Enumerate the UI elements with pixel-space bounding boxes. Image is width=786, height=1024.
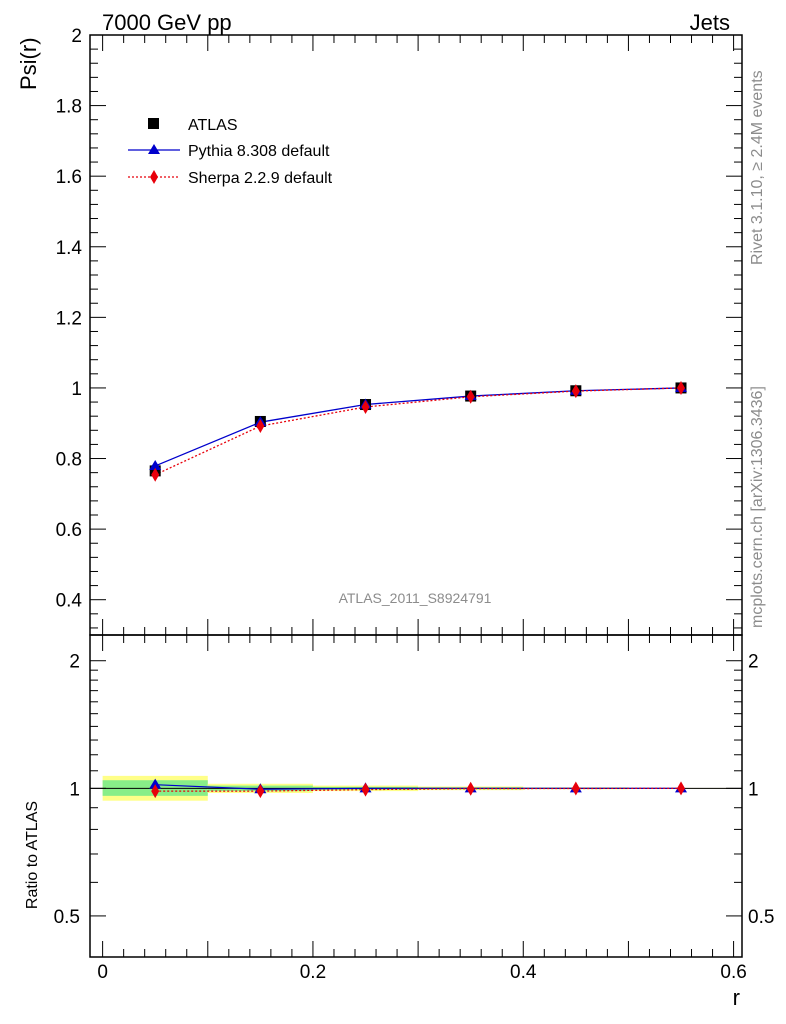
main-point-diamond-1: [256, 419, 265, 434]
ratio-y-tick-label-right: 1: [748, 779, 759, 800]
ratio-point-0-0: [149, 778, 162, 789]
main-point-diamond-3: [466, 389, 475, 404]
ratio-line-0: [155, 784, 682, 790]
legend-atlas-marker: [148, 118, 159, 129]
legend-atlas-label: ATLAS: [188, 117, 238, 134]
ratio-y-tick-label-left: 0.5: [54, 907, 80, 928]
ratio-point-1-3: [466, 781, 475, 796]
main-y-axis-title: Psi(r): [16, 37, 41, 90]
series-lines: [154, 387, 682, 792]
ratio-point-1-1: [256, 784, 265, 799]
ratio-point-1-2: [361, 782, 370, 797]
main-y-tick-label: 2: [71, 26, 82, 47]
main-point-triangle-0: [149, 459, 162, 470]
main-y-tick-label: 1.6: [56, 167, 82, 188]
x-tick-label: 0: [97, 962, 108, 983]
main-y-tick-label: 0.4: [56, 591, 83, 612]
ratio-y-tick-label-left: 2: [69, 652, 80, 673]
main-y-tick-label: 1.2: [56, 308, 82, 329]
rivet-version-label: Rivet 3.1.10, ≥ 2.4M events: [749, 70, 766, 265]
ratio-point-1-0: [151, 784, 160, 799]
main-y-tick-label: 1.4: [56, 238, 83, 259]
legend-pythia-label: Pythia 8.308 default: [188, 143, 330, 160]
legend-pythia-marker: [148, 144, 160, 154]
ratio-y-tick-label-right: 0.5: [748, 907, 774, 928]
main-y-tick-label: 1.8: [56, 97, 82, 118]
ratio-y-tick-label-right: 2: [748, 652, 759, 673]
ratio-y-axis-title: Ratio to ATLAS: [24, 801, 41, 909]
legend-sherpa-label: Sherpa 2.2.9 default: [188, 170, 333, 187]
main-line-sherpa: [154, 387, 682, 476]
main-line-pythia: [154, 387, 682, 467]
ratio-panel-frame: [89, 634, 743, 958]
ratio-point-1-4: [571, 781, 580, 796]
legend-item-pythia: Pythia 8.308 default: [128, 143, 330, 160]
x-axis-title: r: [733, 985, 740, 1010]
main-point-diamond-5: [677, 380, 686, 395]
main-y-tick-label: 0.8: [56, 450, 82, 471]
x-tick-label: 0.2: [300, 962, 326, 983]
ratio-y-tick-label-left: 1: [69, 779, 80, 800]
x-tick-label: 0.6: [720, 962, 746, 983]
mcplots-source-label: mcplots.cern.ch [arXiv:1306.3436]: [749, 386, 766, 628]
main-point-diamond-4: [571, 384, 580, 399]
header-energy-label: 7000 GeV pp: [102, 10, 232, 35]
legend-item-sherpa: Sherpa 2.2.9 default: [128, 170, 333, 187]
x-tick-label: 0.4: [510, 962, 537, 983]
main-point-diamond-2: [361, 400, 370, 414]
main-y-tick-label: 1: [71, 379, 82, 400]
legend: ATLAS Pythia 8.308 default Sherpa 2.2.9 …: [128, 117, 333, 187]
legend-item-atlas: ATLAS: [148, 117, 238, 134]
main-y-tick-label: 0.6: [56, 520, 82, 541]
axes-frames: [89, 34, 743, 958]
main-point-diamond-0: [151, 467, 160, 482]
analysis-watermark: ATLAS_2011_S8924791: [339, 590, 492, 606]
header-observable-label: Jets: [690, 10, 730, 35]
series-markers: [149, 380, 688, 799]
legend-sherpa-marker: [150, 170, 158, 184]
axis-ticks: 0 0.2 0.4 0.6 0.4 0.6 0.8 1 1.2 1.4 1.6 1.8 2 0.5 0.5 1…: [54, 26, 775, 983]
ratio-point-1-5: [677, 781, 686, 796]
